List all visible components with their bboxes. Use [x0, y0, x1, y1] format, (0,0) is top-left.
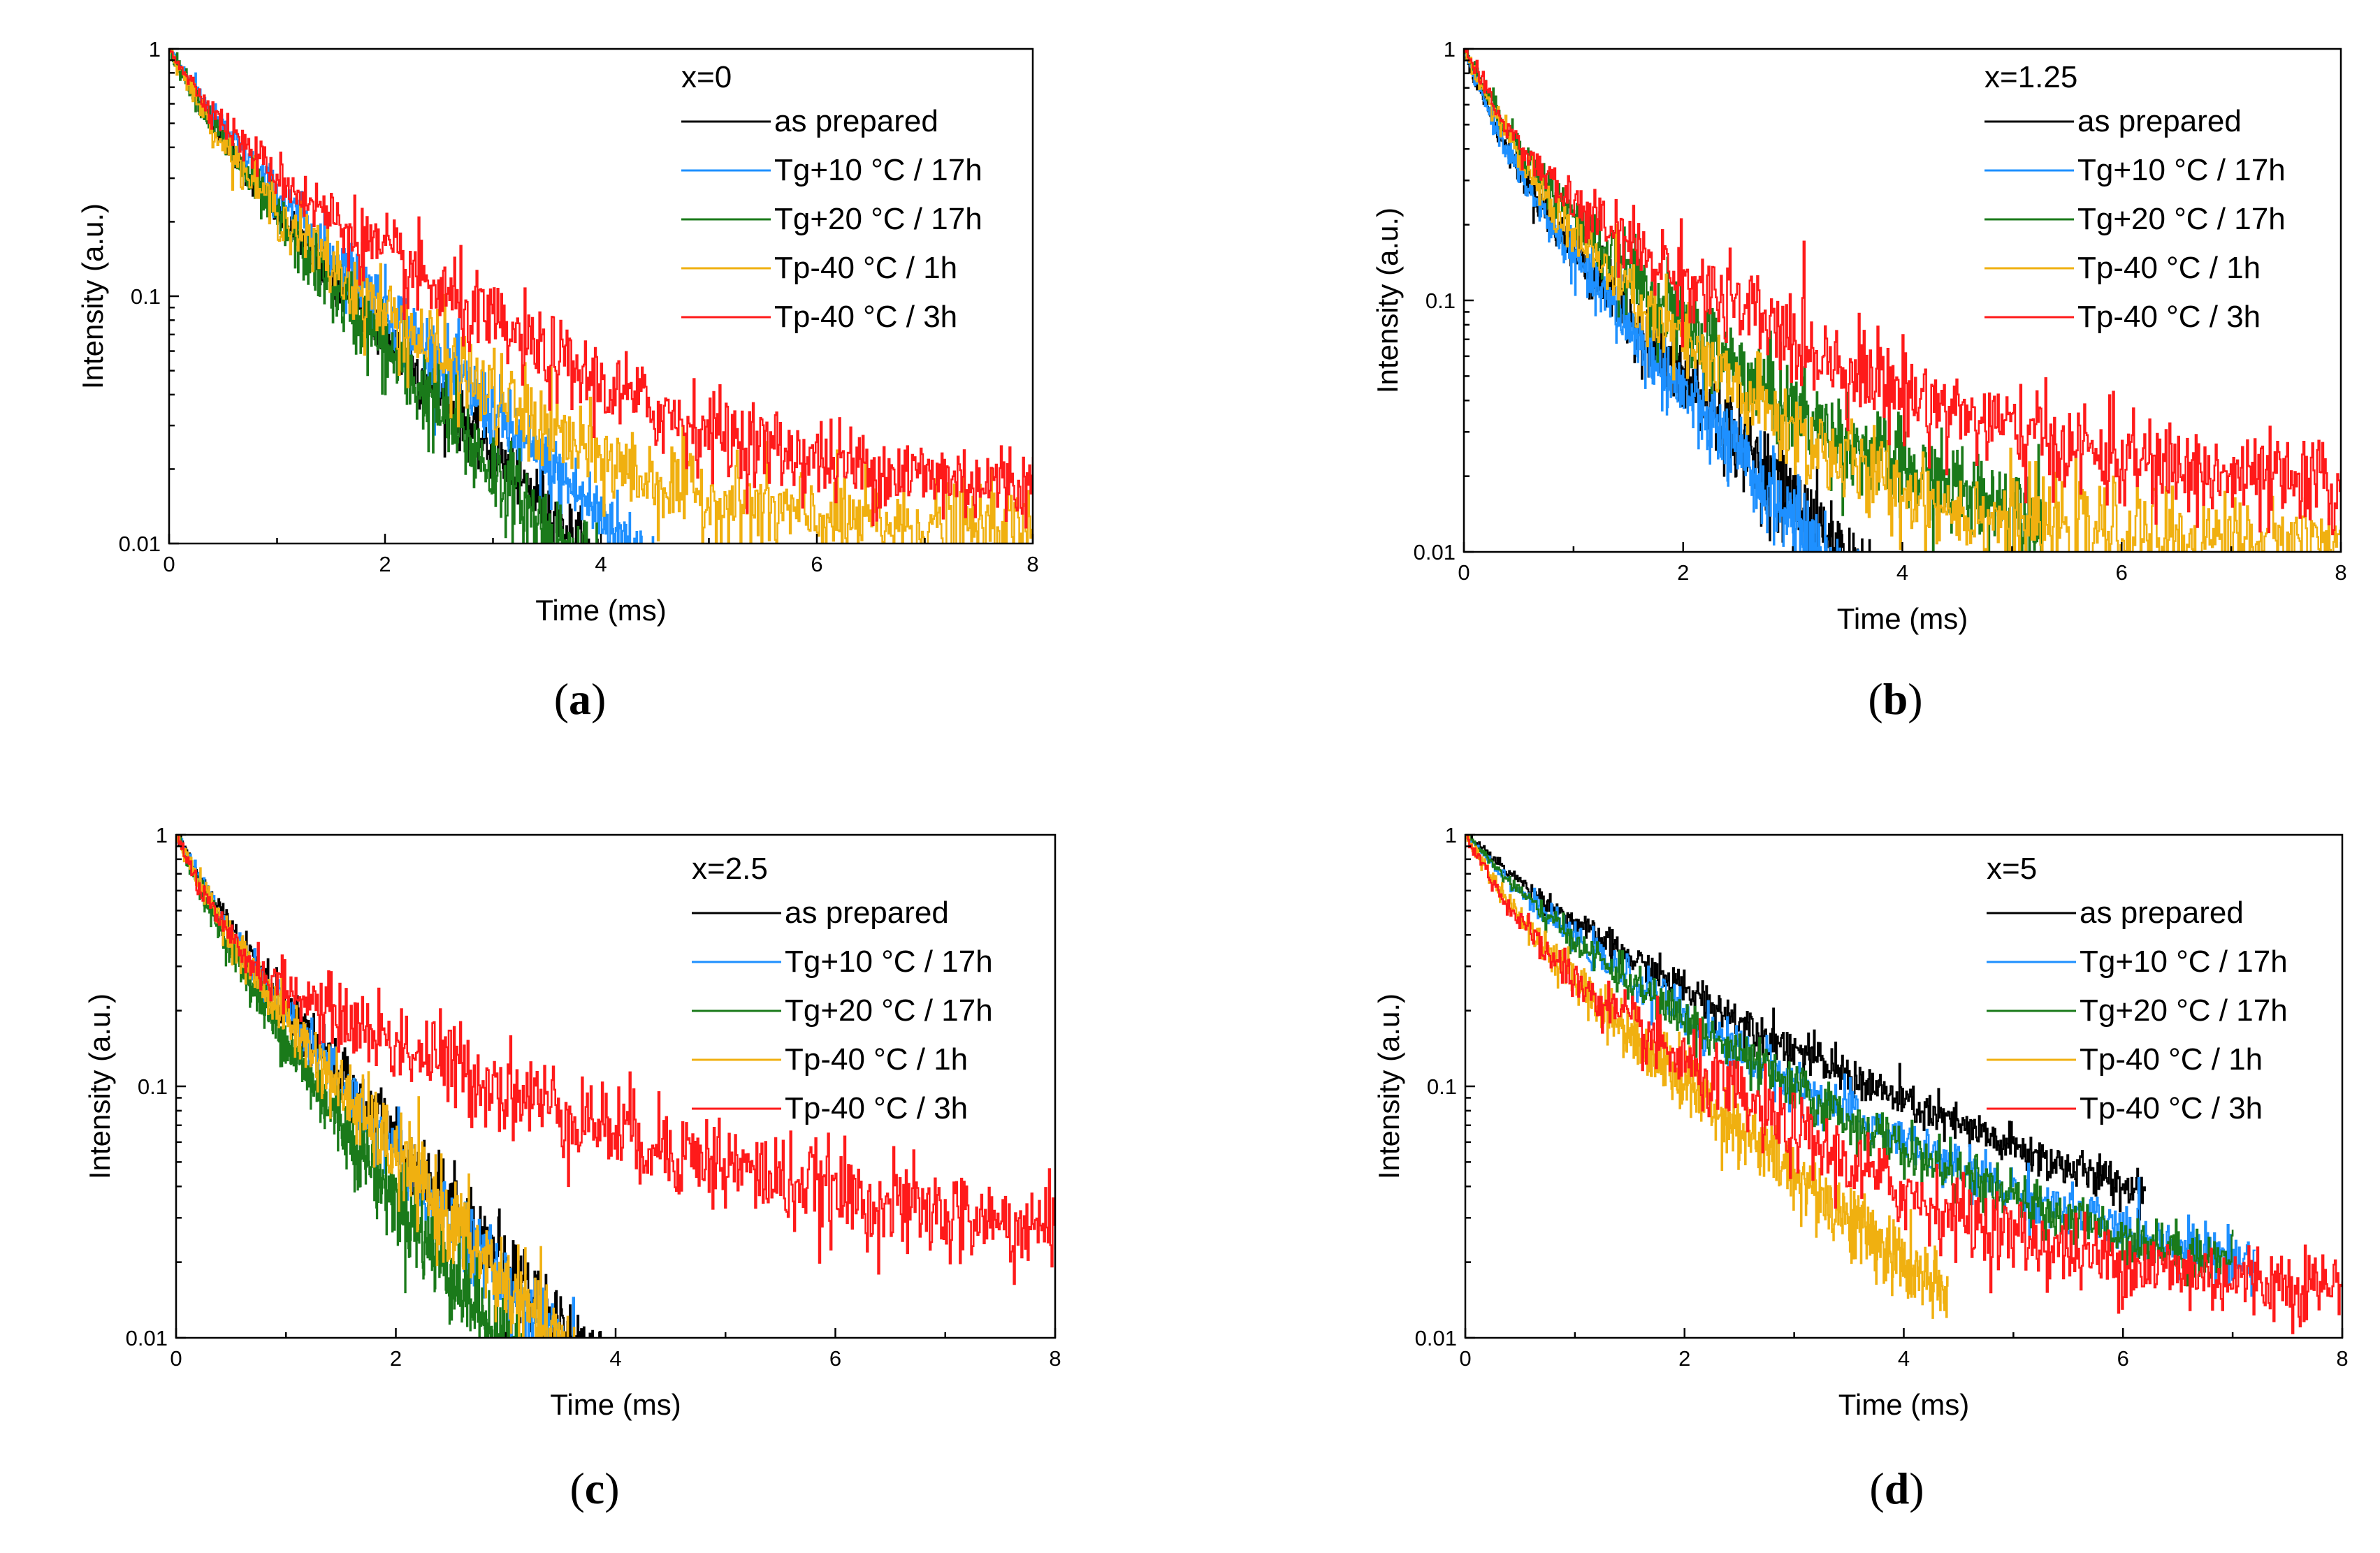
legend-entry-tp-40-degc-1h: Tp-40 °C / 1h — [785, 1042, 968, 1077]
y-axis-title: Intensity (a.u.) — [1371, 207, 1404, 393]
legend: x=0 as prepared Tg+10 °C / 17h Tg+20 °C / 1… — [681, 60, 982, 334]
legend-entry-as-prepared: as prepared — [774, 104, 938, 138]
series-line-tg-20-degc-17h — [169, 49, 598, 544]
series-line-tp-40-degc-3h — [1465, 835, 2342, 1334]
y-tick-label: 0.1 — [1425, 289, 1456, 313]
legend-entry-tg-10-degc-17h: Tg+10 °C / 17h — [2080, 945, 2288, 979]
x-tick-label: 0 — [163, 552, 175, 576]
legend-entry-as-prepared: as prepared — [2077, 104, 2242, 138]
y-tick-label: 1 — [156, 823, 168, 847]
x-axis-title: Time (ms) — [1837, 602, 1968, 635]
series-line-tp-40-degc-1h — [169, 49, 1033, 544]
chart-panel-d: 0 2 4 6 8 0.01 0.1 1 Time (ms) Intensity (a.u.) x=… — [1372, 823, 2349, 1513]
y-tick-label: 0.1 — [138, 1074, 168, 1099]
panel-label: (c) — [569, 1464, 619, 1513]
x-tick-label: 8 — [1049, 1346, 1061, 1371]
legend-title: x=5 — [1987, 852, 2037, 886]
legend-entry-tp-40-degc-1h: Tp-40 °C / 1h — [774, 251, 957, 285]
x-tick-label: 2 — [1678, 1346, 1690, 1371]
y-tick-label: 0.01 — [119, 532, 161, 556]
x-tick-label: 6 — [811, 552, 822, 576]
y-axis-title: Intensity (a.u.) — [83, 993, 116, 1179]
y-tick-label: 0.01 — [1414, 540, 1456, 564]
x-tick-label: 6 — [829, 1346, 841, 1371]
legend: x=5 as prepared Tg+10 °C / 17h Tg+20 °C / 1… — [1987, 852, 2288, 1125]
x-tick-label: 8 — [2335, 560, 2346, 585]
y-axis-title: Intensity (a.u.) — [76, 203, 109, 389]
x-axis-title: Time (ms) — [550, 1388, 681, 1421]
legend-entry-tp-40-degc-3h: Tp-40 °C / 3h — [785, 1091, 968, 1125]
y-tick-label: 1 — [1444, 37, 1456, 61]
series-line-as-prepared — [176, 835, 602, 1338]
x-tick-label: 2 — [379, 552, 391, 576]
series-line-tg-10-degc-17h — [1464, 49, 1859, 552]
x-tick-label: 8 — [1026, 552, 1038, 576]
legend-title: x=2.5 — [692, 852, 768, 886]
legend-entry-tg-10-degc-17h: Tg+10 °C / 17h — [2077, 153, 2286, 187]
x-tick-label: 2 — [390, 1346, 402, 1371]
legend-entry-as-prepared: as prepared — [785, 896, 949, 930]
panel-label: (d) — [1869, 1464, 1924, 1513]
y-tick-label: 0.01 — [126, 1326, 168, 1350]
legend-entry-tg-10-degc-17h: Tg+10 °C / 17h — [774, 153, 982, 187]
series-line-as-prepared — [1465, 835, 2146, 1220]
legend-entry-tg-20-degc-17h: Tg+20 °C / 17h — [2077, 202, 2286, 236]
series-line-tp-40-degc-1h — [1464, 49, 2341, 552]
x-tick-label: 2 — [1677, 560, 1689, 585]
panel-label: (b) — [1868, 674, 1922, 724]
panel-label: (a) — [554, 674, 607, 724]
series-line-tp-40-degc-3h — [169, 49, 1033, 529]
legend-entry-as-prepared: as prepared — [2080, 896, 2244, 930]
legend-entry-tp-40-degc-3h: Tp-40 °C / 3h — [2077, 300, 2261, 334]
x-axis-title: Time (ms) — [535, 594, 666, 627]
x-tick-label: 4 — [609, 1346, 621, 1371]
chart-panel-a: 0 2 4 6 8 0.01 0.1 1 Time (ms) Intensity (a.u.) x=… — [76, 37, 1039, 724]
series-line-tp-40-degc-3h — [1464, 49, 2341, 536]
x-tick-label: 6 — [2116, 560, 2128, 585]
series-line-tp-40-degc-3h — [176, 835, 1055, 1285]
legend-entry-tp-40-degc-3h: Tp-40 °C / 3h — [774, 300, 957, 334]
chart-panel-b: 0 2 4 6 8 0.01 0.1 1 Time (ms) Intensity (a.u.) x=… — [1371, 37, 2347, 724]
legend-entry-tg-10-degc-17h: Tg+10 °C / 17h — [785, 945, 993, 979]
y-tick-label: 1 — [149, 37, 161, 61]
legend-title: x=1.25 — [1984, 60, 2077, 94]
legend-title: x=0 — [681, 60, 732, 94]
y-tick-label: 0.1 — [1427, 1074, 1457, 1099]
series-line-as-prepared — [1464, 49, 1871, 552]
x-tick-label: 6 — [2117, 1346, 2129, 1371]
legend-entry-tg-20-degc-17h: Tg+20 °C / 17h — [785, 993, 993, 1028]
x-tick-label: 0 — [170, 1346, 182, 1371]
x-tick-label: 4 — [595, 552, 607, 576]
x-tick-label: 4 — [1898, 1346, 1910, 1371]
y-tick-label: 1 — [1445, 823, 1457, 847]
x-tick-label: 8 — [2336, 1346, 2348, 1371]
x-tick-label: 4 — [1896, 560, 1908, 585]
x-axis-title: Time (ms) — [1838, 1388, 1969, 1421]
x-tick-label: 0 — [1459, 1346, 1471, 1371]
x-tick-label: 0 — [1458, 560, 1470, 585]
legend-entry-tp-40-degc-1h: Tp-40 °C / 1h — [2080, 1042, 2263, 1077]
legend-entry-tg-20-degc-17h: Tg+20 °C / 17h — [774, 202, 982, 236]
y-tick-label: 0.01 — [1415, 1326, 1457, 1350]
chart-panel-c: 0 2 4 6 8 0.01 0.1 1 Time (ms) Intensity (a.u.) x=… — [83, 823, 1061, 1513]
y-axis-title: Intensity (a.u.) — [1372, 993, 1405, 1179]
legend-entry-tg-20-degc-17h: Tg+20 °C / 17h — [2080, 993, 2288, 1028]
legend: x=2.5 as prepared Tg+10 °C / 17h Tg+20 °C /… — [692, 852, 993, 1125]
legend-entry-tp-40-degc-1h: Tp-40 °C / 1h — [2077, 251, 2261, 285]
y-tick-label: 0.1 — [131, 284, 161, 309]
series-line-tp-40-degc-1h — [176, 835, 576, 1338]
legend-entry-tp-40-degc-3h: Tp-40 °C / 3h — [2080, 1091, 2263, 1125]
